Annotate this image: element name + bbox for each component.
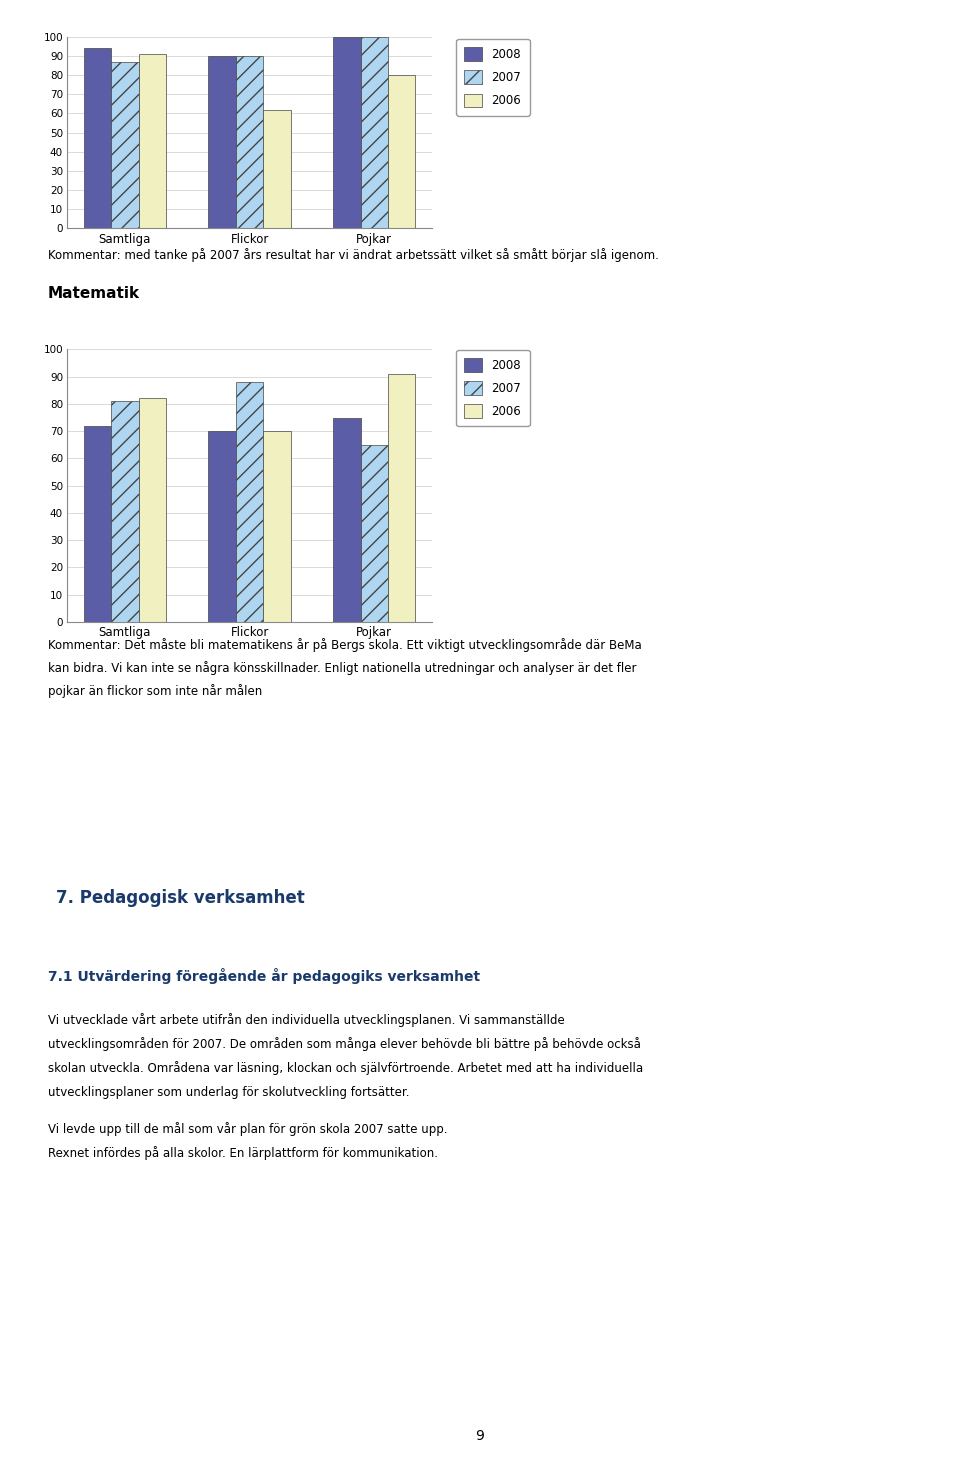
Legend: 2008, 2007, 2006: 2008, 2007, 2006: [456, 349, 530, 426]
Legend: 2008, 2007, 2006: 2008, 2007, 2006: [456, 38, 530, 115]
Text: 9: 9: [475, 1428, 485, 1443]
Bar: [361, 37, 388, 228]
Bar: [208, 432, 236, 622]
Text: kan bidra. Vi kan inte se några könsskillnader. Enligt nationella utredningar oc: kan bidra. Vi kan inte se några könsskil…: [48, 662, 636, 675]
Text: pojkar än flickor som inte når målen: pojkar än flickor som inte når målen: [48, 684, 262, 697]
Text: Rexnet infördes på alla skolor. En lärplattform för kommunikation.: Rexnet infördes på alla skolor. En lärpl…: [48, 1147, 438, 1160]
Text: utvecklingsområden för 2007. De områden som många elever behövde bli bättre på b: utvecklingsområden för 2007. De områden …: [48, 1038, 641, 1051]
Bar: [84, 426, 111, 622]
Text: skolan utveckla. Områdena var läsning, klockan och självförtroende. Arbetet med : skolan utveckla. Områdena var läsning, k…: [48, 1061, 643, 1075]
Bar: [138, 55, 166, 228]
Bar: [333, 417, 361, 622]
Bar: [236, 382, 263, 622]
Bar: [138, 398, 166, 622]
Text: Kommentar: med tanke på 2007 års resultat har vi ändrat arbetssätt vilket så små: Kommentar: med tanke på 2007 års resulta…: [48, 248, 659, 261]
Text: Vi levde upp till de mål som vår plan för grön skola 2007 satte upp.: Vi levde upp till de mål som vår plan fö…: [48, 1122, 447, 1135]
Bar: [208, 56, 236, 228]
Bar: [361, 445, 388, 622]
Text: Matematik: Matematik: [48, 286, 140, 301]
Bar: [263, 109, 291, 228]
Bar: [236, 56, 263, 228]
Text: 7.1 Utvärdering föregående år pedagogiks verksamhet: 7.1 Utvärdering föregående år pedagogiks…: [48, 968, 480, 985]
Bar: [388, 75, 416, 228]
Text: Kommentar: Det måste bli matematikens år på Bergs skola. Ett viktigt utvecklings: Kommentar: Det måste bli matematikens år…: [48, 638, 641, 652]
Text: 7. Pedagogisk verksamhet: 7. Pedagogisk verksamhet: [56, 889, 304, 907]
Bar: [84, 49, 111, 228]
Bar: [263, 432, 291, 622]
Text: Vi utvecklade vårt arbete utifrån den individuella utvecklingsplanen. Vi sammans: Vi utvecklade vårt arbete utifrån den in…: [48, 1013, 564, 1026]
Bar: [111, 62, 138, 228]
Bar: [388, 374, 416, 622]
Bar: [333, 37, 361, 228]
Text: utvecklingsplaner som underlag för skolutveckling fortsätter.: utvecklingsplaner som underlag för skolu…: [48, 1085, 410, 1098]
Bar: [111, 401, 138, 622]
